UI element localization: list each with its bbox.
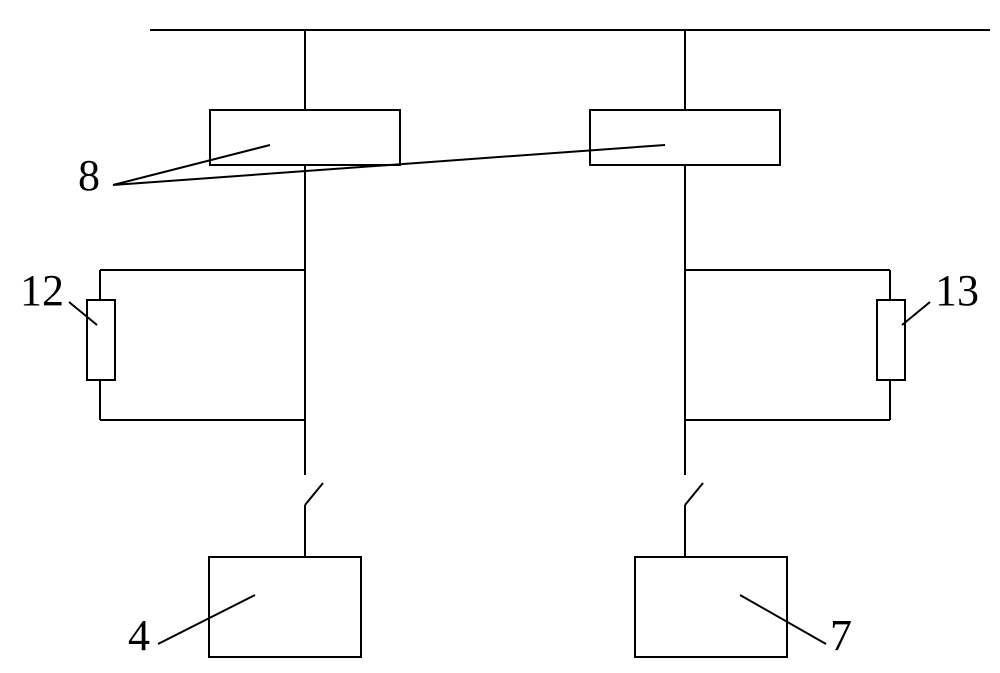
leader-8 <box>113 145 665 185</box>
label-4: 4 <box>128 611 150 660</box>
leader-13 <box>902 302 930 325</box>
leader-4 <box>158 595 255 644</box>
label-7: 7 <box>830 611 852 660</box>
label-8: 8 <box>78 151 100 200</box>
resistor-right <box>877 300 905 380</box>
switch-left-arm <box>305 483 323 505</box>
leader-12 <box>69 302 97 325</box>
label-13: 13 <box>935 266 979 315</box>
leader-7 <box>740 595 826 644</box>
switch-right-arm <box>685 483 703 505</box>
bottom-box-right <box>635 557 787 657</box>
resistor-left <box>87 300 115 380</box>
top-box-right <box>590 110 780 165</box>
top-box-left <box>210 110 400 165</box>
label-12: 12 <box>20 266 64 315</box>
